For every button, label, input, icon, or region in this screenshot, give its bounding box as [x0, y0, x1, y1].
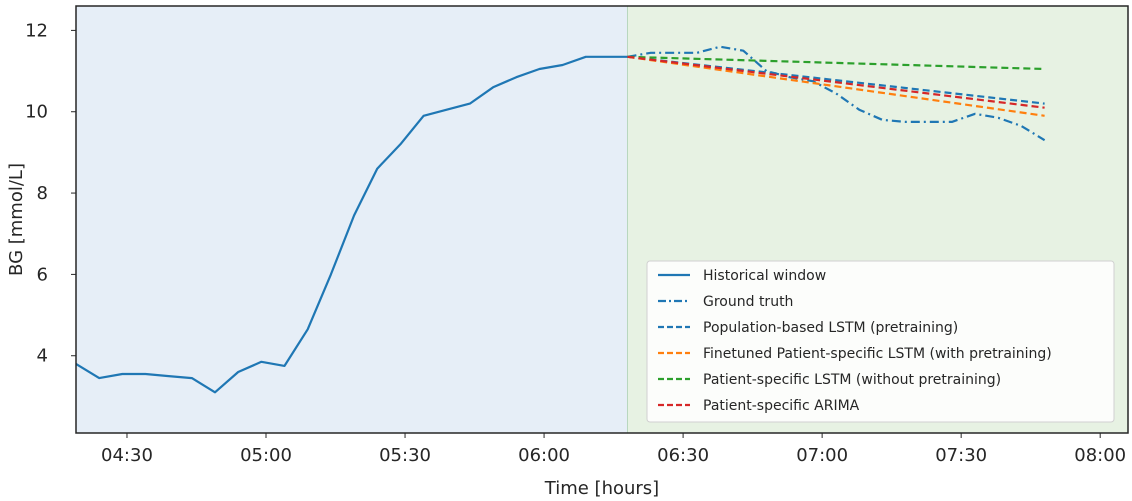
- x-tick-label: 04:30: [101, 445, 153, 466]
- legend-label: Finetuned Patient-specific LSTM (with pr…: [703, 346, 1052, 362]
- series-line-1: [627, 45, 1046, 142]
- background-regions: [76, 6, 1128, 433]
- y-axis-label: BG [mmol/L]: [6, 163, 27, 276]
- x-axis-label: Time [hours]: [544, 478, 659, 499]
- legend-label: Historical window: [703, 268, 826, 284]
- x-axis-ticks: 04:30 05:00 05:30 06:00 06:30 07:00 07:30 08:00: [101, 433, 1126, 466]
- legend-label: Patient-specific LSTM (without pretraini…: [703, 372, 1001, 388]
- x-tick-label: 08:00: [1074, 445, 1126, 466]
- series-line-4: [627, 55, 1045, 71]
- legend-label: Population-based LSTM (pretraining): [703, 320, 958, 336]
- x-tick-label: 06:00: [518, 445, 570, 466]
- series-layer: [75, 45, 1046, 394]
- series-line-0: [75, 55, 628, 394]
- x-tick-label: 06:30: [657, 445, 709, 466]
- y-tick-label: 4: [37, 346, 48, 367]
- y-tick-label: 6: [37, 264, 48, 285]
- y-tick-label: 12: [25, 20, 48, 41]
- legend-label: Ground truth: [703, 294, 793, 310]
- y-tick-label: 8: [37, 183, 48, 204]
- x-tick-label: 07:30: [935, 445, 987, 466]
- series-line-3: [627, 55, 1045, 117]
- legend: Historical window Ground truth Population-…: [646, 260, 1115, 423]
- y-axis-ticks: 4 6 8 10 12: [25, 20, 76, 367]
- x-tick-label: 05:30: [379, 445, 431, 466]
- legend-box: [646, 260, 1115, 423]
- legend-label: Patient-specific ARIMA: [703, 398, 860, 414]
- series-line-5: [627, 55, 1045, 109]
- x-tick-label: 07:00: [796, 445, 848, 466]
- plot-frame: [75, 5, 1129, 434]
- x-tick-label: 05:00: [240, 445, 292, 466]
- y-tick-label: 10: [25, 102, 48, 123]
